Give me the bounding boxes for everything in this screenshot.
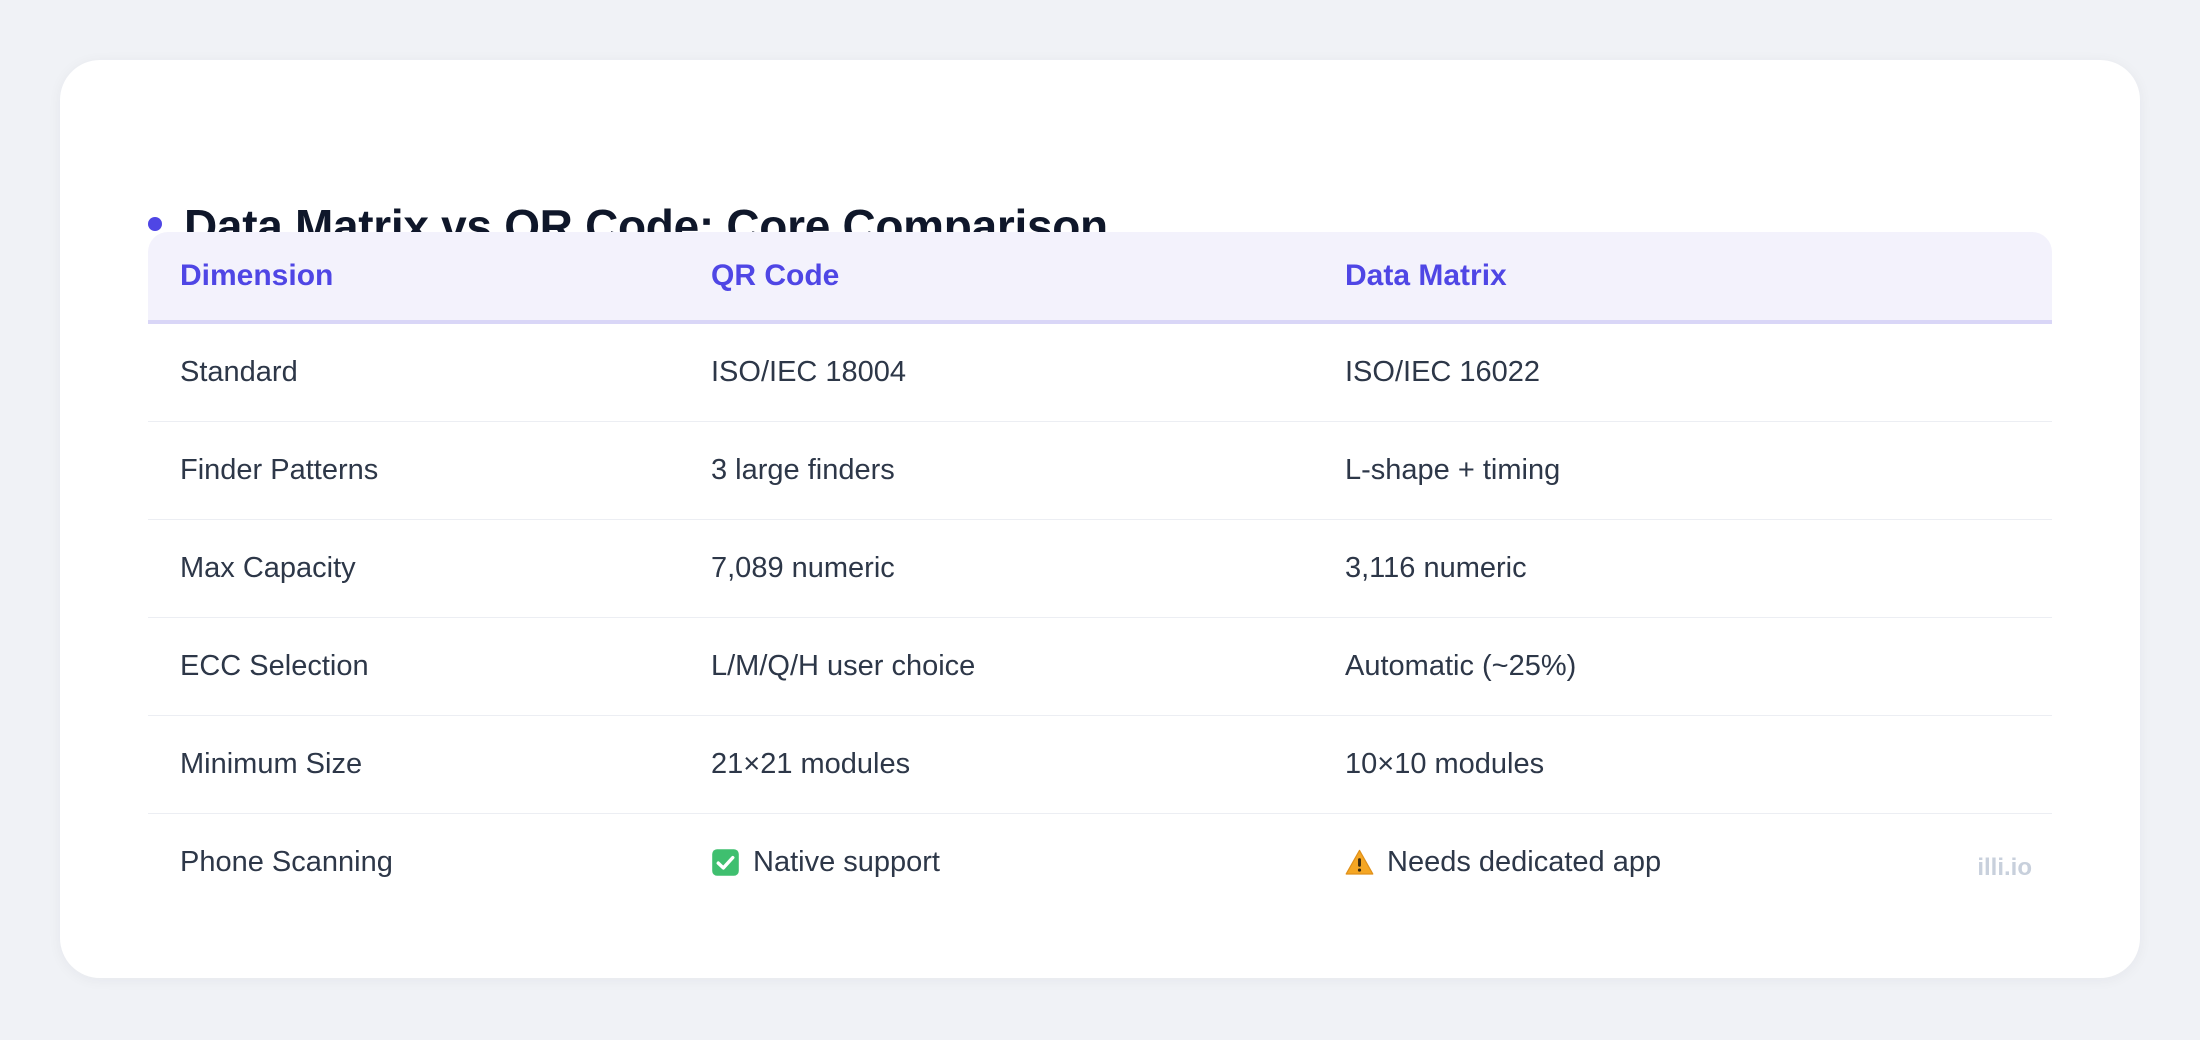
cell-data-matrix: Automatic (~25%) — [1345, 650, 1577, 682]
cell-dimension: Standard — [180, 356, 298, 388]
cell-qr-code: L/M/Q/H user choice — [711, 650, 976, 682]
cell-data-matrix: 10×10 modules — [1345, 748, 1545, 780]
cell-dimension: Max Capacity — [180, 552, 356, 584]
table-row: Standard ISO/IEC 18004 ISO/IEC 16022 — [148, 324, 2052, 422]
check-mark-icon — [712, 849, 739, 876]
cell-qr-code: ISO/IEC 18004 — [711, 356, 907, 388]
bullet-dot-icon — [148, 217, 162, 231]
cell-qr-code: 21×21 modules — [711, 748, 911, 780]
watermark: illi.io — [1977, 854, 2032, 881]
comparison-card: Data Matrix vs QR Code: Core Comparison … — [60, 60, 2140, 978]
warning-icon — [1345, 849, 1374, 875]
cell-dimension: Minimum Size — [180, 748, 363, 780]
cell-data-matrix: Needs dedicated app — [1313, 846, 2052, 879]
cell-qr-code: Native support — [679, 846, 1313, 879]
cell-data-matrix: L-shape + timing — [1345, 454, 1561, 486]
comparison-table: Dimension QR Code Data Matrix Standard I… — [148, 232, 2052, 911]
cell-data-matrix: ISO/IEC 16022 — [1345, 356, 1541, 388]
cell-dimension: Finder Patterns — [180, 454, 379, 486]
cell-dimension: ECC Selection — [180, 650, 369, 682]
cell-dimension: Phone Scanning — [180, 846, 393, 878]
header-data-matrix: Data Matrix — [1345, 259, 1507, 292]
cell-qr-code: 7,089 numeric — [711, 552, 895, 584]
table-header: Dimension QR Code Data Matrix — [148, 232, 2052, 324]
cell-text: Native support — [753, 846, 940, 878]
table-row: ECC Selection L/M/Q/H user choice Automa… — [148, 618, 2052, 716]
table-row: Minimum Size 21×21 modules 10×10 modules — [148, 716, 2052, 814]
table-row: Finder Patterns 3 large finders L-shape … — [148, 422, 2052, 520]
table-row: Max Capacity 7,089 numeric 3,116 numeric — [148, 520, 2052, 618]
cell-text: Needs dedicated app — [1387, 846, 1662, 878]
table-row: Phone Scanning Native support Needs dedi… — [148, 814, 2052, 911]
cell-qr-code: 3 large finders — [711, 454, 895, 486]
cell-data-matrix: 3,116 numeric — [1345, 552, 1527, 584]
header-dimension: Dimension — [180, 259, 334, 292]
header-qr-code: QR Code — [711, 259, 840, 292]
